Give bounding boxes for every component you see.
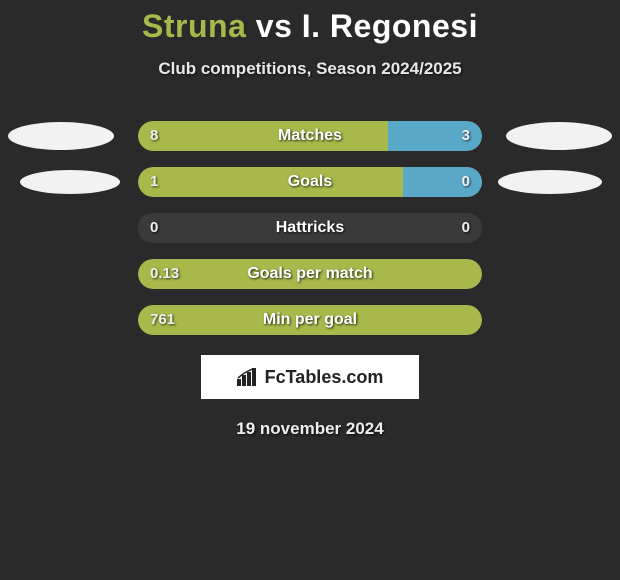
player2-name: I. Regonesi bbox=[302, 8, 478, 44]
player2-photo-placeholder bbox=[506, 122, 612, 150]
source-logo: FcTables.com bbox=[201, 355, 419, 399]
comparison-infographic: Struna vs I. Regonesi Club competitions,… bbox=[0, 0, 620, 439]
stat-row: 0 0Hattricks bbox=[0, 213, 620, 243]
stat-bar-track: 0 0Hattricks bbox=[138, 213, 482, 243]
player1-bar bbox=[138, 121, 388, 151]
chart-icon bbox=[237, 368, 259, 386]
date-label: 19 november 2024 bbox=[0, 419, 620, 439]
stat-row: 0.13Goals per match bbox=[0, 259, 620, 289]
player1-photo-placeholder bbox=[8, 122, 114, 150]
player1-value: 0.13 bbox=[150, 259, 179, 289]
player2-value: 0 bbox=[462, 167, 470, 197]
player1-value: 761 bbox=[150, 305, 175, 335]
player1-name: Struna bbox=[142, 8, 246, 44]
main-title: Struna vs I. Regonesi bbox=[0, 8, 620, 45]
player2-value: 0 bbox=[462, 213, 470, 243]
subtitle: Club competitions, Season 2024/2025 bbox=[0, 59, 620, 79]
stat-bar-track: 10Goals bbox=[138, 167, 482, 197]
stat-bar-track: 83Matches bbox=[138, 121, 482, 151]
stat-row: 83Matches bbox=[0, 121, 620, 151]
stat-row: 761Min per goal bbox=[0, 305, 620, 335]
player1-bar bbox=[138, 259, 482, 289]
vs-separator: vs bbox=[256, 8, 293, 44]
player1-value: 8 bbox=[150, 121, 158, 151]
metric-label: Hattricks bbox=[138, 213, 482, 243]
stats-rows: 83Matches10Goals00Hattricks0.13Goals per… bbox=[0, 121, 620, 335]
logo-text: FcTables.com bbox=[265, 367, 384, 388]
stat-bar-track: 761Min per goal bbox=[138, 305, 482, 335]
player2-bar-stub bbox=[403, 167, 482, 197]
stat-bar-track: 0.13Goals per match bbox=[138, 259, 482, 289]
player1-value: 1 bbox=[150, 167, 158, 197]
player1-bar bbox=[138, 305, 482, 335]
stat-row: 10Goals bbox=[0, 167, 620, 197]
player2-photo-placeholder bbox=[498, 170, 602, 194]
player2-value: 3 bbox=[462, 121, 470, 151]
player1-photo-placeholder bbox=[20, 170, 120, 194]
player1-value: 0 bbox=[150, 213, 158, 243]
